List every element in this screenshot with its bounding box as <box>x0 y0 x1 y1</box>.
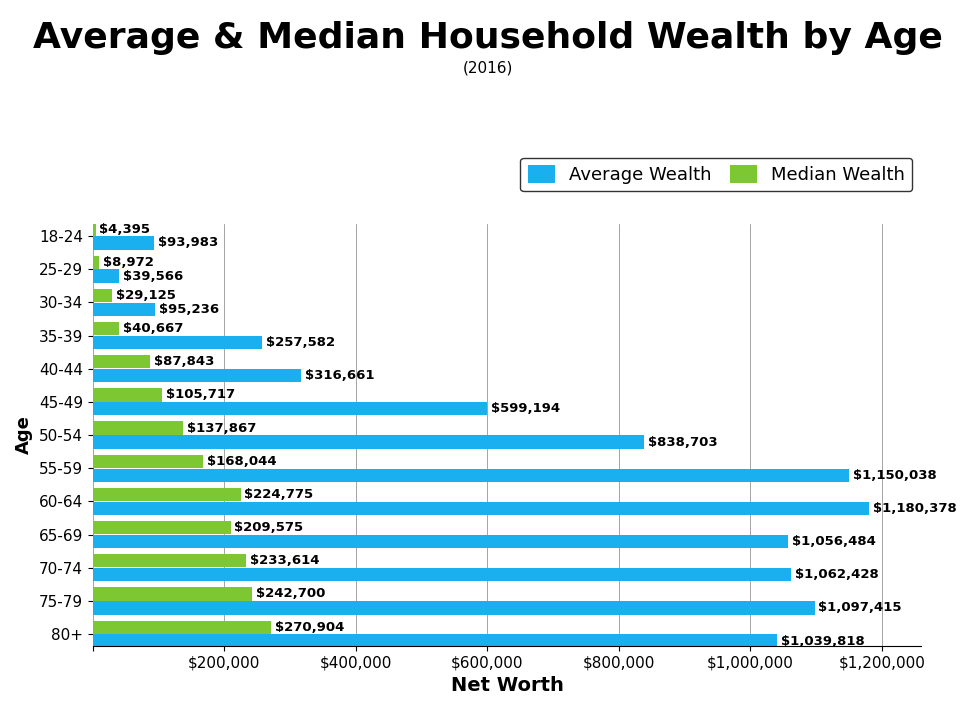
Bar <box>93 369 301 382</box>
Text: $1,097,415: $1,097,415 <box>819 601 902 614</box>
Bar <box>93 554 246 567</box>
Bar <box>93 568 792 581</box>
Y-axis label: Age: Age <box>15 415 33 454</box>
Text: $316,661: $316,661 <box>305 369 375 382</box>
Bar <box>93 302 155 316</box>
Bar <box>93 535 788 548</box>
Text: $105,717: $105,717 <box>166 388 235 401</box>
Bar <box>93 488 240 501</box>
Text: $137,867: $137,867 <box>187 422 257 435</box>
Bar <box>93 256 99 269</box>
Text: $1,180,378: $1,180,378 <box>873 502 956 515</box>
Bar <box>93 454 203 468</box>
Text: $1,062,428: $1,062,428 <box>795 568 879 581</box>
Text: $209,575: $209,575 <box>234 521 304 534</box>
Bar <box>93 270 119 283</box>
Text: $4,395: $4,395 <box>100 222 150 236</box>
X-axis label: Net Worth: Net Worth <box>451 676 563 695</box>
Text: Average & Median Household Wealth by Age: Average & Median Household Wealth by Age <box>33 21 943 55</box>
Text: $8,972: $8,972 <box>102 256 153 268</box>
Bar <box>93 621 271 634</box>
Bar <box>93 635 777 648</box>
Bar <box>93 521 230 534</box>
Bar <box>93 236 154 250</box>
Text: $838,703: $838,703 <box>648 435 718 449</box>
Bar <box>93 336 263 349</box>
Bar <box>93 388 162 402</box>
Bar <box>93 601 815 615</box>
Bar <box>93 469 849 482</box>
Bar <box>93 422 183 435</box>
Text: $257,582: $257,582 <box>266 336 335 349</box>
Text: $270,904: $270,904 <box>275 621 345 633</box>
Text: $1,039,818: $1,039,818 <box>781 635 865 648</box>
Text: $87,843: $87,843 <box>154 355 215 368</box>
Text: $93,983: $93,983 <box>158 236 219 249</box>
Bar <box>93 402 487 415</box>
Text: $168,044: $168,044 <box>207 455 277 468</box>
Text: $29,125: $29,125 <box>116 289 176 302</box>
Text: $1,056,484: $1,056,484 <box>792 535 875 548</box>
Text: $599,194: $599,194 <box>491 403 560 415</box>
Text: (2016): (2016) <box>463 60 513 75</box>
Bar <box>93 355 150 368</box>
Text: $39,566: $39,566 <box>123 270 183 283</box>
Text: $95,236: $95,236 <box>159 302 220 316</box>
Legend: Average Wealth, Median Wealth: Average Wealth, Median Wealth <box>520 158 913 192</box>
Bar <box>93 435 644 449</box>
Text: $40,667: $40,667 <box>123 322 183 335</box>
Bar <box>93 322 119 335</box>
Text: $1,150,038: $1,150,038 <box>853 469 937 481</box>
Bar <box>93 222 96 236</box>
Text: $224,775: $224,775 <box>244 488 313 501</box>
Bar <box>93 289 112 302</box>
Text: $233,614: $233,614 <box>250 555 320 567</box>
Bar <box>93 587 252 601</box>
Text: $242,700: $242,700 <box>257 587 326 601</box>
Bar <box>93 502 869 515</box>
